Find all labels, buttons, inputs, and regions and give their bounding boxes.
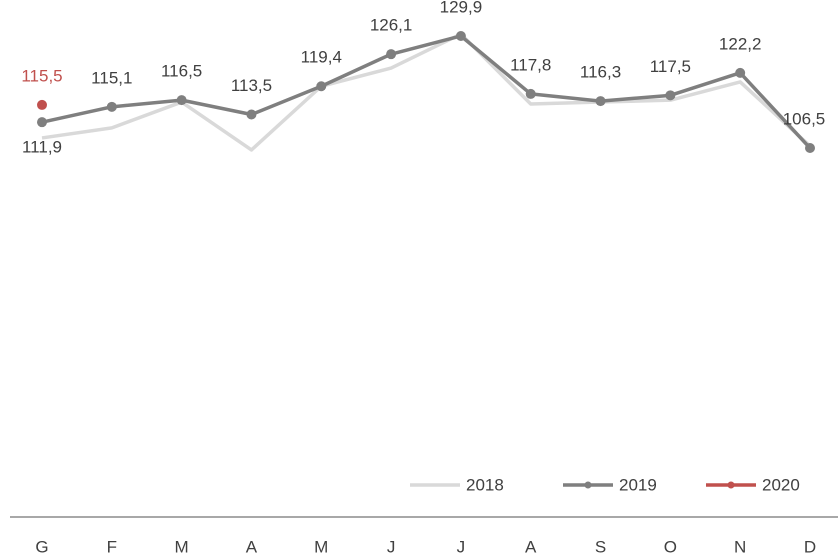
point	[37, 117, 47, 128]
data-label: 116,5	[161, 62, 202, 81]
x-tick-label: J	[457, 537, 466, 556]
data-label: 111,9	[22, 138, 62, 157]
data-label: 117,5	[650, 57, 691, 76]
legend-label: 2018	[466, 475, 504, 494]
point	[735, 67, 746, 78]
x-tick-label: D	[804, 537, 816, 556]
x-tick-label: F	[107, 537, 117, 556]
point	[525, 88, 536, 99]
data-label: 113,5	[231, 76, 272, 95]
x-tick-label: S	[595, 537, 606, 556]
point	[386, 49, 397, 60]
legend-label: 2019	[619, 475, 657, 494]
point	[455, 30, 466, 41]
data-label: 129,9	[440, 0, 483, 16]
point	[37, 99, 47, 110]
data-label: 115,1	[91, 68, 132, 87]
point	[176, 95, 187, 106]
point	[316, 81, 327, 92]
data-label: 117,8	[510, 55, 551, 74]
point	[106, 101, 117, 112]
point	[665, 90, 676, 101]
point	[805, 143, 815, 154]
legend-marker	[584, 481, 592, 489]
data-label: 116,3	[580, 63, 621, 82]
x-tick-label: O	[664, 537, 677, 556]
data-label: 119,4	[301, 48, 342, 67]
x-tick-label: J	[387, 537, 396, 556]
series-line	[41, 32, 812, 152]
x-tick-label: G	[35, 537, 48, 556]
data-label: 106,5	[783, 109, 826, 128]
data-label: 122,2	[719, 34, 762, 53]
legend-marker	[727, 481, 735, 489]
series-line	[41, 34, 812, 150]
x-tick-label: A	[246, 537, 258, 556]
x-tick-label: N	[734, 537, 746, 556]
point	[595, 96, 606, 107]
legend-label: 2020	[762, 475, 800, 494]
point	[246, 109, 257, 120]
x-tick-label: M	[175, 537, 189, 556]
data-label: 115,5	[21, 66, 62, 85]
x-tick-label: M	[314, 537, 328, 556]
x-tick-label: A	[525, 537, 537, 556]
data-label: 126,1	[370, 16, 413, 35]
